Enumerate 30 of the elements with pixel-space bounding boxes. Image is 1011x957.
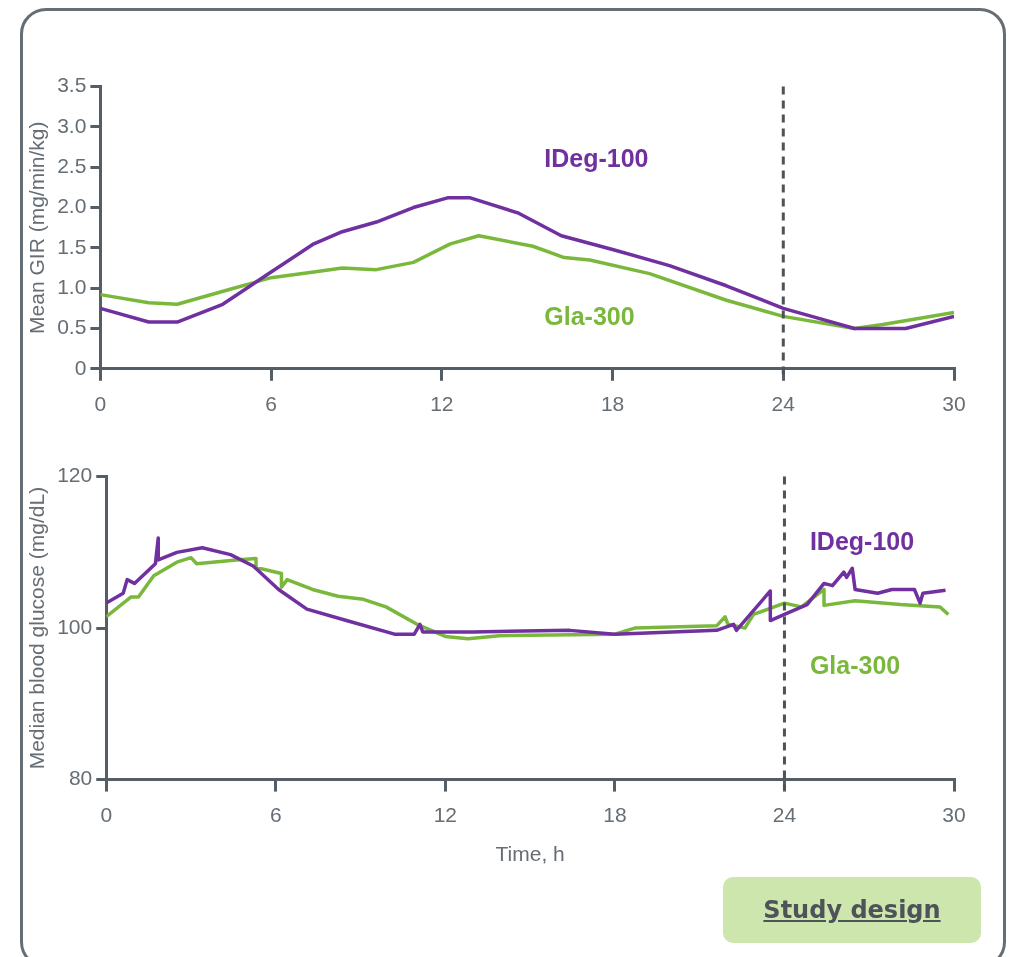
x-tick-label: 12 — [433, 803, 458, 826]
y-tick-label: 2.5 — [57, 154, 87, 178]
y-axis-title: Median blood glucose (mg/dL) — [25, 486, 49, 770]
x-tick-label: 0 — [100, 803, 113, 826]
y-tick-label: 100 — [57, 614, 93, 638]
x-tick-label: 12 — [430, 392, 454, 416]
y-tick-label: 1.5 — [57, 234, 87, 258]
y-axis-title: Mean GIR (mg/min/kg) — [25, 121, 49, 334]
y-tick-label: 0 — [74, 355, 87, 379]
y-tick-label: 80 — [68, 766, 93, 790]
y-tick-label: 1.0 — [57, 274, 87, 298]
x-tick-label: 24 — [772, 803, 797, 826]
study-design-button: Study design — [723, 877, 981, 943]
x-tick-label: 18 — [600, 392, 625, 416]
y-tick-label: 2.0 — [57, 194, 87, 218]
x-tick-label: 18 — [603, 803, 627, 826]
series-label: Gla-300 — [809, 651, 901, 680]
x-tick-label: 24 — [771, 392, 796, 416]
y-tick-label: 3.0 — [57, 113, 87, 137]
x-tick-label: 30 — [942, 392, 966, 416]
series-label: Gla-300 — [544, 301, 635, 330]
y-tick-label: 0.5 — [57, 315, 87, 339]
series-label: IDeg-100 — [809, 527, 915, 556]
series-label: IDeg-100 — [544, 143, 649, 172]
x-tick-label: 6 — [269, 803, 282, 826]
x-tick-label: 30 — [942, 803, 966, 826]
x-tick-label: 6 — [265, 392, 277, 416]
y-tick-label: 3.5 — [57, 73, 87, 97]
y-tick-label: 120 — [57, 463, 93, 487]
x-axis-title: Time, h — [495, 842, 565, 866]
